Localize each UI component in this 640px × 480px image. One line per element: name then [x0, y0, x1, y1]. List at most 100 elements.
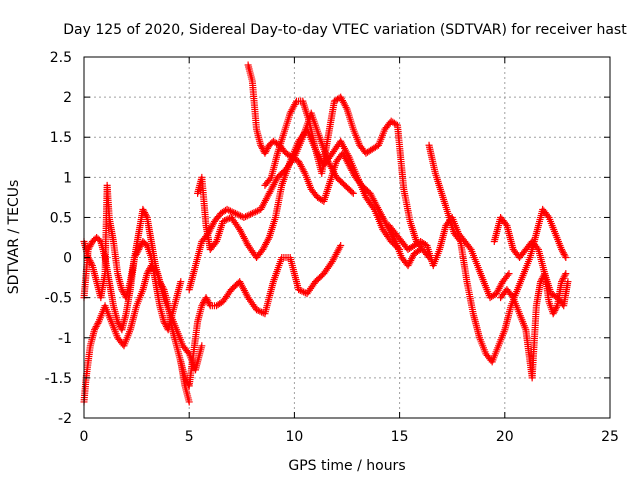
data-point [136, 244, 144, 252]
x-tick-label: 15 [391, 429, 409, 445]
y-tick-label: 1.5 [50, 130, 72, 146]
data-point [292, 99, 300, 107]
data-point [237, 212, 245, 220]
data-point [231, 209, 239, 217]
data-point [92, 323, 100, 331]
data-point [348, 188, 356, 196]
data-point [552, 305, 560, 313]
data-point [235, 211, 243, 219]
x-tick-label: 25 [601, 429, 619, 445]
data-point [91, 324, 99, 332]
data-point [261, 149, 269, 157]
y-tick-label: 2.5 [50, 50, 72, 66]
chart-title: Day 125 of 2020, Sidereal Day-to-day VTE… [63, 22, 627, 38]
data-point [86, 257, 94, 265]
y-tick-label: -1.5 [45, 371, 72, 387]
series-arc-4 [177, 242, 345, 390]
data-point [253, 306, 261, 314]
data-point [114, 318, 122, 326]
y-tick-label: 0 [63, 251, 72, 267]
data-point [327, 259, 335, 267]
x-axis-label: GPS time / hours [288, 458, 405, 474]
data-point [247, 210, 255, 218]
data-point [226, 207, 234, 215]
data-point [342, 103, 350, 111]
data-point [145, 266, 153, 274]
series-arc-8 [261, 93, 433, 262]
data-point [91, 326, 99, 334]
data-point [205, 298, 213, 306]
data-point [87, 258, 95, 266]
y-tick-label: 2 [63, 90, 72, 106]
data-point [466, 244, 474, 252]
data-point [508, 292, 516, 300]
series-arc-9 [385, 213, 513, 302]
data-point [205, 300, 213, 308]
data-point [455, 236, 463, 244]
data-point [234, 224, 242, 232]
y-axis-label: SDTVAR / TECUs [6, 180, 22, 295]
data-point [550, 308, 558, 316]
data-point [141, 210, 149, 218]
data-point [203, 295, 211, 303]
data-point [243, 212, 251, 220]
data-point [93, 321, 101, 329]
data-point [225, 206, 233, 214]
data-point [258, 143, 266, 151]
data-point [248, 209, 256, 217]
data-point [245, 211, 253, 219]
series-arc-5 [185, 109, 357, 294]
data-point [130, 254, 138, 262]
data-point [564, 278, 572, 286]
data-point [222, 216, 230, 224]
series-arc-3 [80, 181, 185, 334]
x-tick-label: 20 [496, 429, 514, 445]
data-point [132, 250, 140, 258]
x-tick-label: 5 [185, 429, 194, 445]
data-point [160, 318, 168, 326]
y-tick-labels: -2 -1.5 -1 -0.5 0 0.5 1 1.5 2 2.5 [45, 50, 72, 427]
data-point [296, 286, 304, 294]
data-point [140, 207, 148, 215]
series-arc-7 [244, 61, 425, 270]
data-point [228, 208, 236, 216]
data-point [263, 146, 271, 154]
data-point [252, 208, 260, 216]
data-point [136, 242, 144, 250]
axis-ticks [83, 56, 611, 419]
x-tick-labels: 0 5 10 15 20 25 [80, 429, 619, 445]
data-point [219, 217, 227, 225]
data-point [233, 210, 241, 218]
data-point [298, 287, 306, 295]
data-point [141, 209, 149, 217]
data-point [551, 307, 559, 315]
data-point [185, 398, 193, 406]
y-tick-label: -2 [58, 411, 72, 427]
data-point [87, 241, 95, 249]
data-point [254, 307, 262, 315]
data-point [134, 247, 142, 255]
data-point [560, 273, 568, 281]
data-series [80, 61, 572, 406]
data-point [300, 168, 308, 176]
data-point [131, 252, 139, 260]
data-point [558, 246, 566, 254]
data-point [230, 209, 238, 217]
data-point [94, 319, 102, 327]
data-point [240, 213, 248, 221]
y-tick-label: -1 [58, 331, 72, 347]
data-point [502, 220, 510, 228]
data-point [142, 212, 150, 220]
data-point [553, 303, 561, 311]
data-point [337, 242, 345, 250]
data-point [177, 278, 185, 286]
data-point [198, 302, 206, 310]
x-tick-label: 10 [285, 429, 303, 445]
data-point [561, 271, 569, 279]
data-point [559, 249, 567, 257]
data-point [562, 254, 570, 262]
data-point [133, 249, 141, 257]
data-point [533, 244, 541, 252]
data-point [558, 247, 566, 255]
